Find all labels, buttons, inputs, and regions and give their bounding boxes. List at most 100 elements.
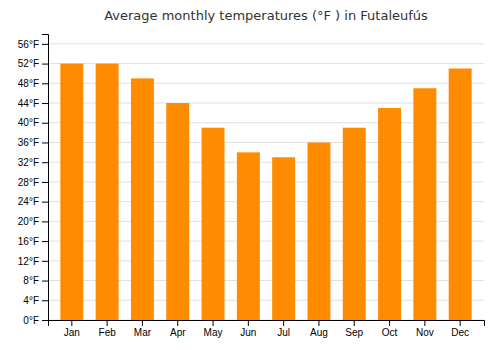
tick-mark <box>42 182 48 183</box>
bar <box>166 103 189 320</box>
bar <box>131 78 154 320</box>
tick-mark <box>42 261 48 262</box>
tick-label: Feb <box>99 327 117 338</box>
tick-label: 20°F <box>18 216 39 227</box>
bar <box>378 108 401 320</box>
bar <box>272 157 295 320</box>
tick-mark <box>42 83 48 84</box>
tick-label: 56°F <box>18 39 39 50</box>
tick: 32°F <box>18 157 48 168</box>
tick-mark <box>42 64 48 65</box>
tick: 56°F <box>18 39 48 50</box>
tick-mark <box>42 320 48 321</box>
chart: 0°F 4°F 8°F 12°F 16°F 20°F 24°F 28°F 32°F 36°F 40°… <box>0 0 500 350</box>
bar <box>413 88 436 320</box>
tick: 40°F <box>18 117 48 128</box>
tick-label: Dec <box>451 327 469 338</box>
tick: 36°F <box>18 137 48 148</box>
grid-line <box>48 43 484 44</box>
tick: 12°F <box>18 256 48 267</box>
bar <box>60 64 83 320</box>
tick-label: 44°F <box>18 98 39 109</box>
bar <box>202 128 225 320</box>
tick-label: Aug <box>310 327 328 338</box>
tick-label: 12°F <box>18 256 39 267</box>
tick-label: Jun <box>240 327 256 338</box>
tick-mark <box>42 241 48 242</box>
bar <box>307 142 330 320</box>
tick-mark <box>460 320 461 326</box>
tick-label: 36°F <box>18 137 39 148</box>
tick-mark <box>248 320 249 326</box>
tick: 0°F <box>23 315 48 326</box>
tick-mark <box>71 320 72 326</box>
tick-label: 28°F <box>18 177 39 188</box>
tick-mark <box>42 221 48 222</box>
tick: 48°F <box>18 78 48 89</box>
tick-mark <box>42 103 48 104</box>
title: Average monthly temperatures (°F ) in Fu… <box>104 8 428 23</box>
x-axis: Jan Feb Mar Apr May Jun Jul Aug Sep Oct Nov Dec <box>49 320 485 338</box>
tick-label: 8°F <box>23 275 39 286</box>
tick-label: 48°F <box>18 78 39 89</box>
tick-label: Nov <box>416 327 434 338</box>
tick-label: Sep <box>345 327 363 338</box>
tick-label: 52°F <box>18 58 39 69</box>
y-axis: 0°F 4°F 8°F 12°F 16°F 20°F 24°F 28°F 32°F 36°F 40°… <box>18 35 49 326</box>
tick-mark <box>142 320 143 326</box>
tick-mark <box>318 320 319 326</box>
tick-mark <box>42 202 48 203</box>
tick-label: 16°F <box>18 236 39 247</box>
bar <box>96 64 119 320</box>
tick-mark <box>107 320 108 326</box>
tick: Sep <box>345 320 363 338</box>
tick: Jan <box>64 320 80 338</box>
tick-label: Oct <box>382 327 398 338</box>
tick-label: 4°F <box>23 295 39 306</box>
tick-mark <box>42 142 48 143</box>
tick-mark <box>42 44 48 45</box>
tick: Jun <box>240 320 256 338</box>
axis-line <box>49 321 485 327</box>
tick: 20°F <box>18 216 48 227</box>
tick: 28°F <box>18 177 48 188</box>
axis-line <box>42 35 49 321</box>
grid <box>48 44 484 320</box>
tick-mark <box>213 320 214 326</box>
tick-label: Mar <box>134 327 152 338</box>
tick: Jul <box>277 320 290 338</box>
tick-label: Jul <box>277 327 290 338</box>
bar <box>449 69 472 320</box>
tick: Nov <box>416 320 434 338</box>
tick: Dec <box>451 320 469 338</box>
tick-mark <box>42 123 48 124</box>
tick-label: 40°F <box>18 117 39 128</box>
tick: 24°F <box>18 196 48 207</box>
tick-mark <box>42 162 48 163</box>
tick-label: 32°F <box>18 157 39 168</box>
tick-mark <box>283 320 284 326</box>
tick: Feb <box>99 320 117 338</box>
tick: Apr <box>170 320 186 338</box>
tick-label: 0°F <box>23 315 39 326</box>
tick-label: 24°F <box>18 196 39 207</box>
tick-mark <box>42 300 48 301</box>
tick: Oct <box>382 320 398 338</box>
tick: Mar <box>134 320 152 338</box>
tick: 16°F <box>18 236 48 247</box>
bar <box>343 128 366 320</box>
tick-mark <box>42 281 48 282</box>
tick-mark <box>424 320 425 326</box>
tick: 44°F <box>18 98 48 109</box>
tick-mark <box>354 320 355 326</box>
tick-label: Jan <box>64 327 80 338</box>
tick-label: May <box>204 327 223 338</box>
tick-label: Apr <box>170 327 186 338</box>
tick: 4°F <box>23 295 48 306</box>
bar <box>237 152 260 320</box>
bars <box>60 64 471 320</box>
tick-mark <box>389 320 390 326</box>
tick: May <box>204 320 223 338</box>
tick-mark <box>177 320 178 326</box>
tick: 52°F <box>18 58 48 69</box>
